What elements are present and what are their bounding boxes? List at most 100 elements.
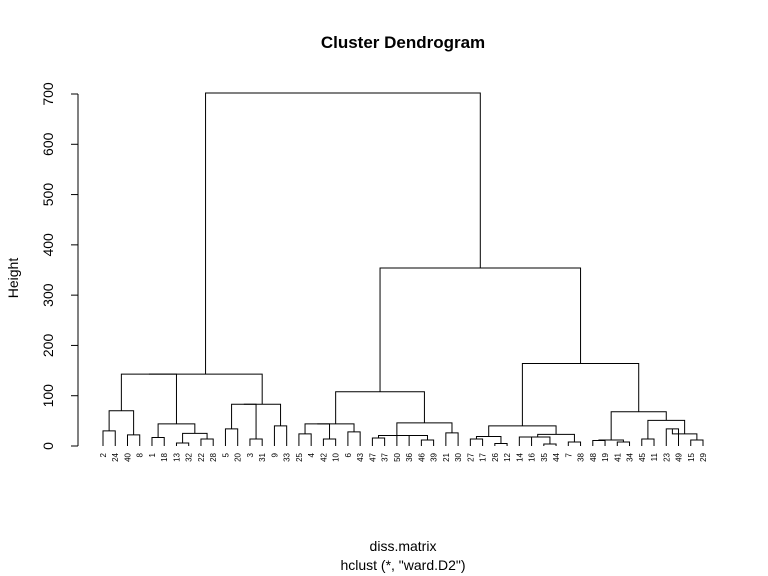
leaf-label: 44 xyxy=(552,452,561,461)
leaf-label: 46 xyxy=(417,452,426,461)
dendrogram-link xyxy=(371,437,386,446)
leaf-label: 43 xyxy=(356,452,365,461)
y-tick-label: 100 xyxy=(40,384,56,408)
leaf-label: 41 xyxy=(613,452,622,461)
chart-title: Cluster Dendrogram xyxy=(321,33,485,52)
y-axis: 0 100 200 300 400 500 600 700 xyxy=(40,82,79,450)
dendrogram-link xyxy=(494,442,508,446)
leaf-label: 4 xyxy=(307,452,316,457)
leaf-label: 34 xyxy=(626,452,635,461)
dendrogram-link xyxy=(175,442,190,446)
leaf-label: 6 xyxy=(344,452,353,457)
leaf-label: 20 xyxy=(234,452,243,461)
leaf-label: 38 xyxy=(577,452,586,461)
leaf-label: 21 xyxy=(442,452,451,461)
leaf-label: 13 xyxy=(172,452,181,461)
leaf-label: 40 xyxy=(123,452,132,461)
dendrogram-link xyxy=(322,438,337,446)
dendrogram-link xyxy=(249,438,263,446)
leaf-label: 32 xyxy=(185,452,194,461)
y-tick-label: 400 xyxy=(40,233,56,257)
y-tick-label: 700 xyxy=(40,82,56,106)
leaf-label: 14 xyxy=(515,452,524,461)
dendrogram-link xyxy=(403,434,428,440)
dendrogram-link xyxy=(224,428,239,446)
leaf-label: 23 xyxy=(662,452,671,461)
dendrogram-link xyxy=(378,434,416,438)
y-tick-label: 500 xyxy=(40,183,56,207)
dendrogram-link xyxy=(120,373,177,424)
leaf-label: 9 xyxy=(270,452,279,457)
leaf-labels: 2 24 40 8 1 18 13 32 22 28 5 20 3 31 9 33 25 4 42 10 6 43 47 37… xyxy=(99,452,708,461)
leaf-label: 24 xyxy=(111,452,120,461)
dendrogram-link xyxy=(610,411,667,440)
dendrogram-link xyxy=(273,425,288,446)
leaf-label: 10 xyxy=(332,452,341,461)
dendrogram-link xyxy=(335,391,425,424)
dendrogram-link xyxy=(102,430,116,446)
dendrogram-link xyxy=(521,363,640,426)
leaf-label: 7 xyxy=(564,452,573,457)
leaf-label: 12 xyxy=(503,452,512,461)
dendrogram-link xyxy=(518,436,533,446)
dendrogram-link xyxy=(598,439,624,442)
dendrogram-link xyxy=(543,443,557,446)
leaf-label: 33 xyxy=(283,452,292,461)
dendrogram-link xyxy=(298,433,312,446)
leaf-label: 49 xyxy=(675,452,684,461)
dendrogram-link xyxy=(641,438,655,446)
leaf-label: 26 xyxy=(491,452,500,461)
dendrogram-link xyxy=(488,425,557,437)
leaf-label: 48 xyxy=(589,452,598,461)
y-tick-label: 300 xyxy=(40,283,56,307)
leaf-label: 16 xyxy=(528,452,537,461)
dendrogram-link xyxy=(537,433,575,442)
leaf-label: 29 xyxy=(699,452,708,461)
dendrogram-link xyxy=(420,439,435,446)
leaf-label: 1 xyxy=(148,452,157,457)
leaf-label: 36 xyxy=(405,452,414,461)
leaf-label: 50 xyxy=(393,452,402,461)
leaf-label: 39 xyxy=(430,452,439,461)
leaf-label: 22 xyxy=(197,452,206,461)
leaf-label: 27 xyxy=(466,452,475,461)
dendrogram-link xyxy=(317,423,355,432)
dendrogram-link xyxy=(304,423,331,439)
dendrogram-link xyxy=(379,267,582,392)
dendrogram-link xyxy=(231,403,257,439)
y-axis-label: Height xyxy=(5,258,21,299)
leaf-label: 28 xyxy=(209,452,218,461)
dendrogram-link xyxy=(445,432,459,446)
dendrogram-link xyxy=(616,441,631,446)
leaf-label: 17 xyxy=(479,452,488,461)
dendrogram-link xyxy=(347,431,361,446)
leaf-label: 25 xyxy=(295,452,304,461)
leaf-label: 35 xyxy=(540,452,549,461)
y-tick-label: 200 xyxy=(40,334,56,358)
leaf-label: 8 xyxy=(136,452,145,457)
leaf-label: 2 xyxy=(99,452,108,457)
dendrogram-link xyxy=(151,436,165,446)
leaf-label: 18 xyxy=(160,452,169,461)
dendrogram-link xyxy=(396,422,453,436)
dendrogram-link xyxy=(396,434,410,446)
dendrogram-link xyxy=(567,441,582,446)
dendrogram-link xyxy=(469,438,484,446)
leaf-label: 3 xyxy=(246,452,255,457)
leaf-label: 11 xyxy=(650,452,659,461)
dendrogram-link xyxy=(592,439,606,446)
dendrogram-link xyxy=(690,439,704,446)
leaf-label: 31 xyxy=(258,452,267,461)
leaf-label: 5 xyxy=(221,452,230,457)
dendrogram-link xyxy=(148,373,263,405)
dendrogram-link xyxy=(157,423,196,438)
x-axis-label: diss.matrix xyxy=(370,538,437,554)
leaf-label: 37 xyxy=(381,452,390,461)
dendrogram-link xyxy=(182,432,208,443)
dendrogram-links xyxy=(102,92,704,446)
y-tick-label: 600 xyxy=(40,132,56,156)
y-tick-label: 0 xyxy=(40,442,56,450)
leaf-label: 15 xyxy=(687,452,696,461)
dendrogram-link xyxy=(205,92,481,375)
